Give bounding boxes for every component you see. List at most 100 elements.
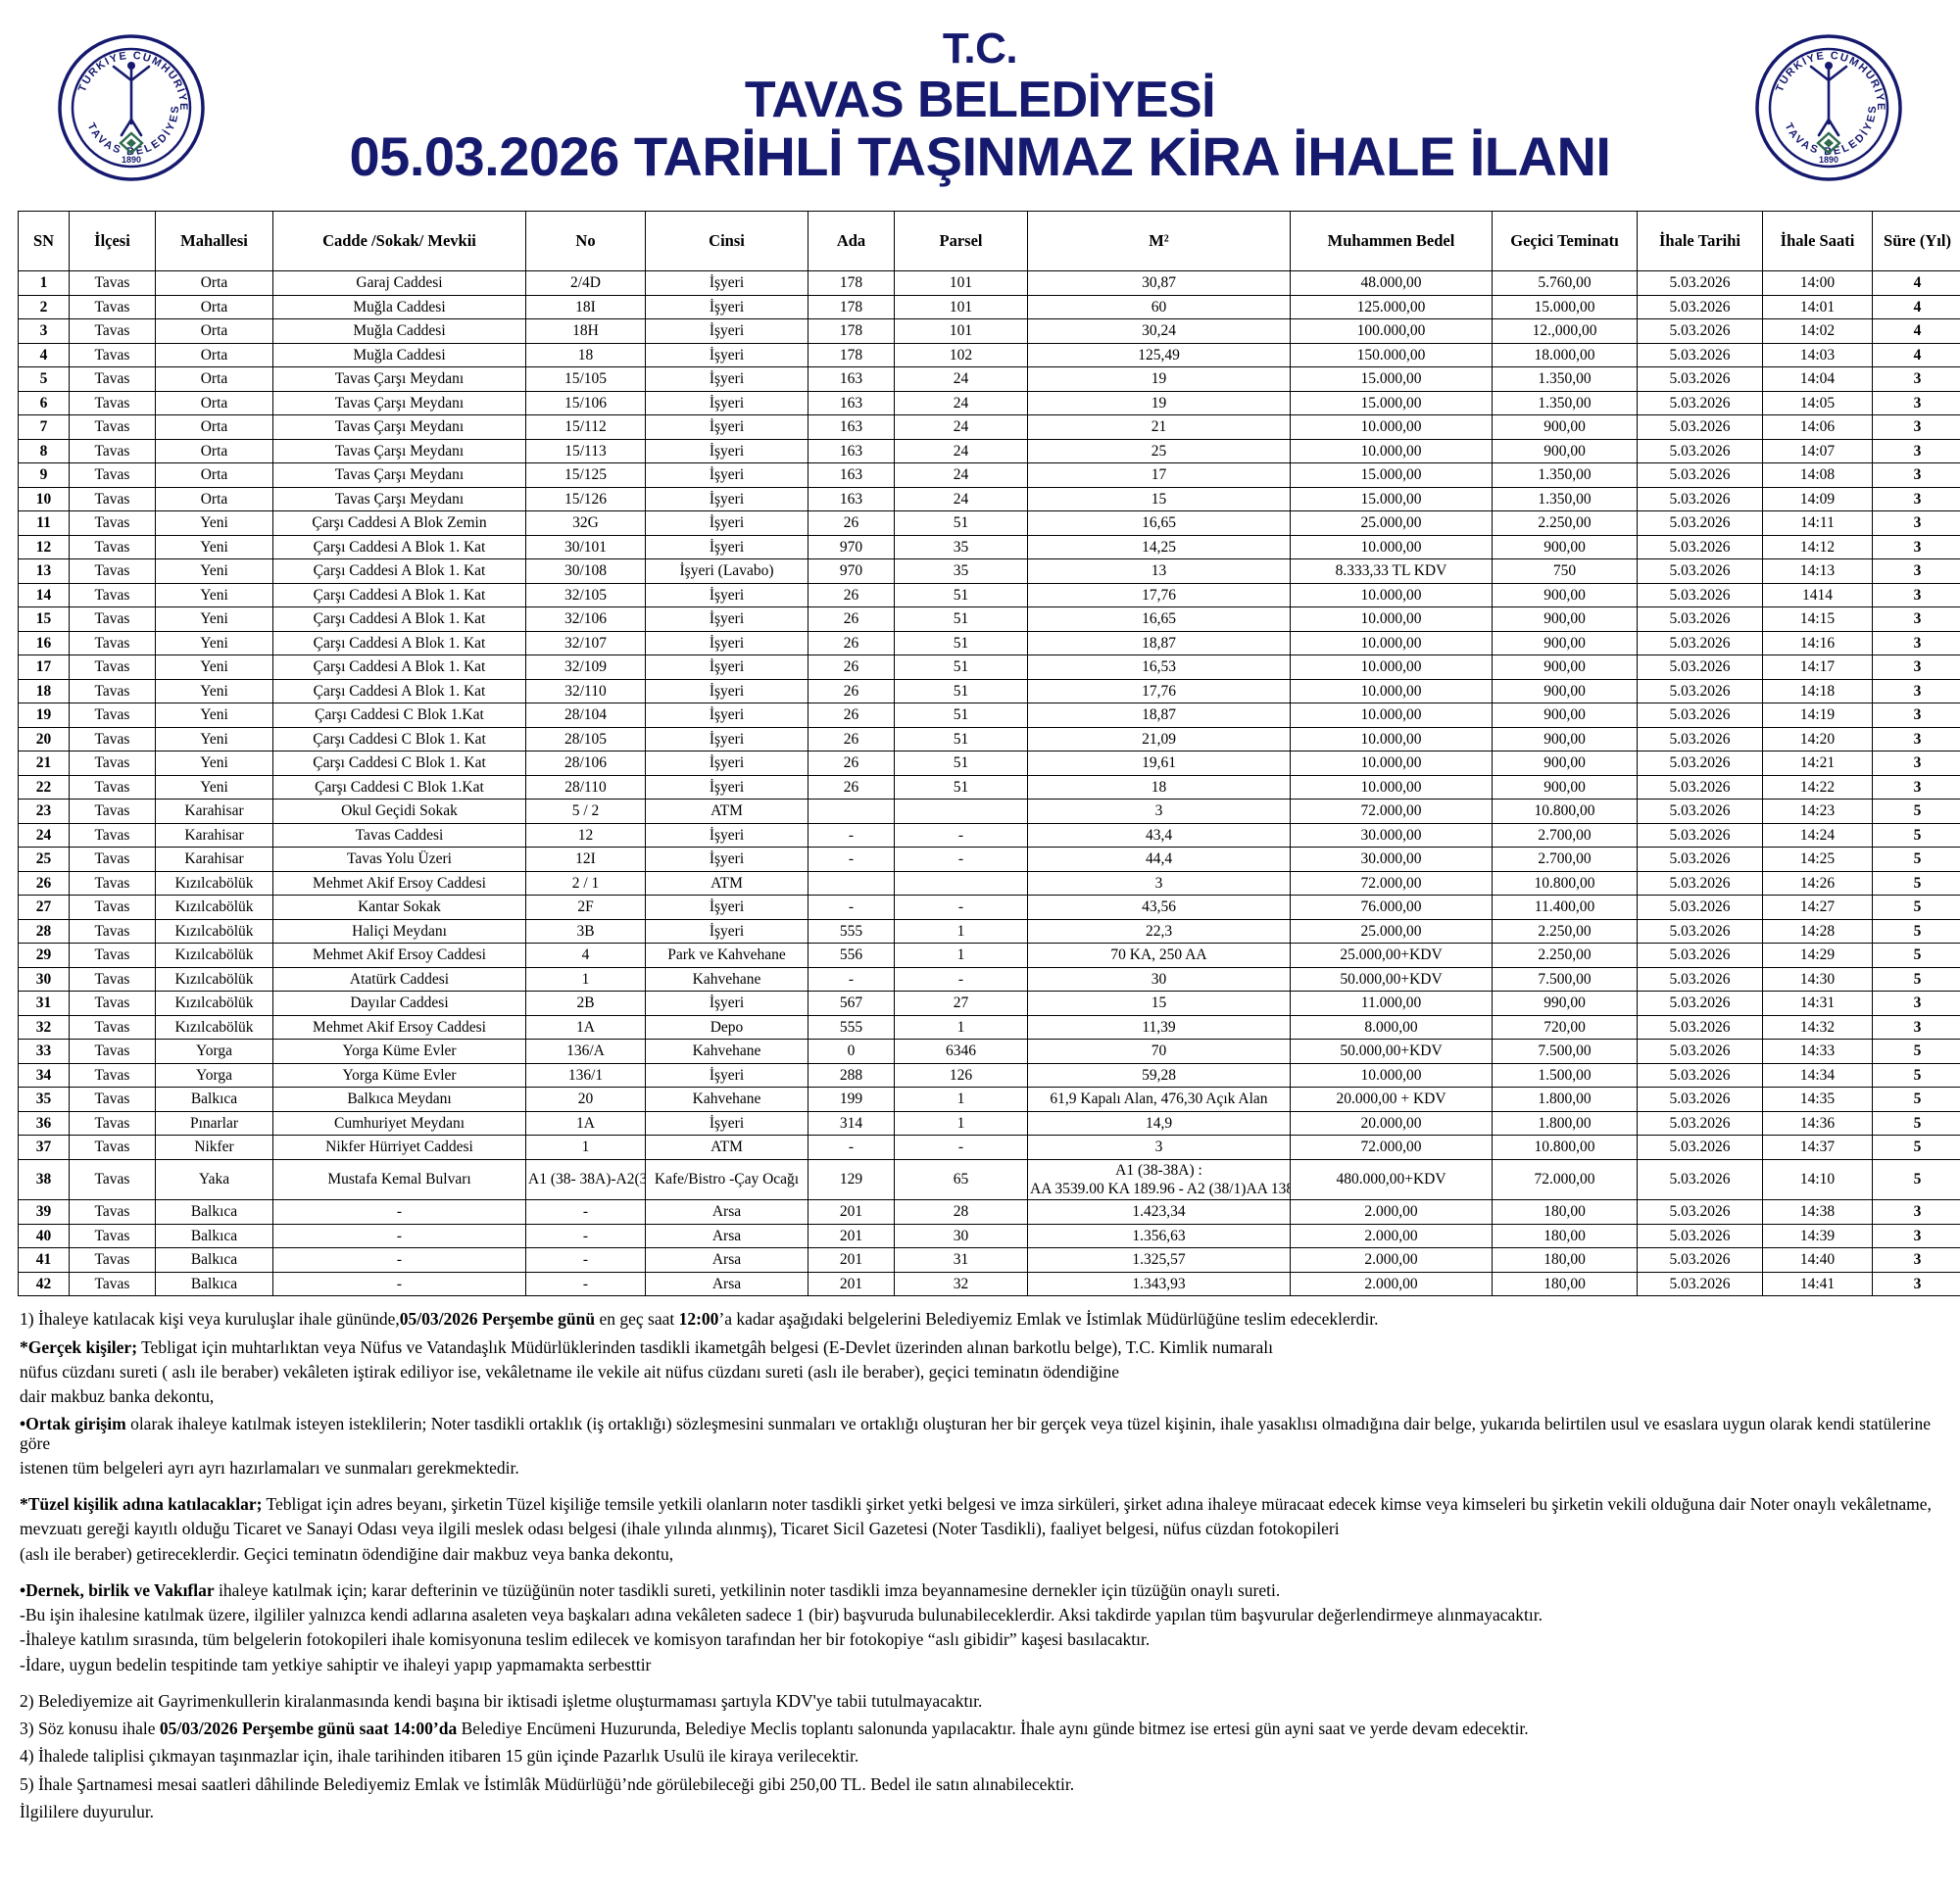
cell-mahallesi: Orta [155,462,273,488]
table-row[interactable]: 2 Tavas Orta Muğla Caddesi 18I İşyeri 178 101 60… [18,294,1960,319]
table-row[interactable]: 23 Tavas Karahisar Okul Geçidi Sokak 5 / 2 AT… [18,799,1960,824]
cell-cadde-sokak-mevkii: Tavas Çarşı Meydanı [272,486,526,511]
table-row[interactable]: 41 Tavas Balkıca - - Arsa 201 31 1.325,57 2.000,0… [18,1247,1960,1273]
cell-ge-ici-teminat: 18.000,00 [1492,342,1638,367]
cell-cinsi: ATM [645,1135,808,1160]
cell-cinsi: Kahvehane [645,1087,808,1112]
table-row[interactable]: 9 Tavas Orta Tavas Çarşı Meydanı 15/125 İşyer… [18,462,1960,488]
table-row[interactable]: 1 Tavas Orta Garaj Caddesi 2/4D İşyeri 178 101 3… [18,270,1960,296]
table-row[interactable]: 18 Tavas Yeni Çarşı Caddesi A Blok 1. Kat 32… [18,678,1960,703]
note-3-part-a: 3) Söz konusu ihale [20,1719,160,1738]
cell-i-hale-tarihi: 5.03.2026 [1637,486,1763,511]
cell-i-l-esi: Tavas [69,462,156,488]
cell-parsel: 24 [894,438,1028,463]
note-real-persons-line3: dair makbuz banka dekontu, [20,1386,215,1406]
table-row[interactable]: 36 Tavas Pınarlar Cumhuriyet Meydanı 1A İşyer… [18,1110,1960,1136]
table-row[interactable]: 3 Tavas Orta Muğla Caddesi 18H İşyeri 178 101 30… [18,318,1960,344]
cell-no: 20 [525,1087,646,1112]
cell-ge-ici-teminat: 900,00 [1492,534,1638,559]
cell-i-l-esi: Tavas [69,655,156,680]
table-row[interactable]: 33 Tavas Yorga Yorga Küme Evler 136/A Kahveha… [18,1039,1960,1064]
cell-i-hale-saati: 14:32 [1762,1014,1873,1040]
cell-i-hale-tarihi: 5.03.2026 [1637,582,1763,607]
table-row[interactable]: 14 Tavas Yeni Çarşı Caddesi A Blok 1. Kat 32… [18,582,1960,607]
cell-ge-ici-teminat: 180,00 [1492,1199,1638,1225]
table-row[interactable]: 22 Tavas Yeni Çarşı Caddesi C Blok 1.Kat 28/… [18,774,1960,800]
table-row[interactable]: 31 Tavas Kızılcabölük Dayılar Caddesi 2B İşye… [18,991,1960,1016]
cell-mahallesi: Yorga [155,1039,273,1064]
cell-cinsi: İşyeri [645,534,808,559]
cell-cadde-sokak-mevkii: Çarşı Caddesi A Blok Zemin [272,510,526,536]
cell-mahallesi: Kızılcabölük [155,870,273,896]
table-row[interactable]: 8 Tavas Orta Tavas Çarşı Meydanı 15/113 İşyer… [18,438,1960,463]
svg-text:1890: 1890 [122,155,141,165]
table-row[interactable]: 29 Tavas Kızılcabölük Mehmet Akif Ersoy Cad… [18,943,1960,968]
table-row[interactable]: 37 Tavas Nikfer Nikfer Hürriyet Caddesi 1 ATM… [18,1135,1960,1160]
cell-ada: 26 [808,582,895,607]
cell-i-hale-saati: 14:10 [1762,1158,1873,1201]
table-row[interactable]: 4 Tavas Orta Muğla Caddesi 18 İşyeri 178 102 125… [18,342,1960,367]
cell-i-hale-saati: 14:17 [1762,655,1873,680]
cell-muhammen-bedel: 10.000,00 [1290,751,1493,776]
table-row[interactable]: 25 Tavas Karahisar Tavas Yolu Üzeri 12I İşyer… [18,847,1960,872]
cell-i-hale-saati: 14:02 [1762,318,1873,344]
table-row[interactable]: 21 Tavas Yeni Çarşı Caddesi C Blok 1. Kat 28… [18,751,1960,776]
table-row[interactable]: 13 Tavas Yeni Çarşı Caddesi A Blok 1. Kat 30… [18,558,1960,584]
table-row[interactable]: 35 Tavas Balkıca Balkıca Meydanı 20 Kahvehane… [18,1087,1960,1112]
cell-ge-ici-teminat: 900,00 [1492,774,1638,800]
cell-i-l-esi: Tavas [69,774,156,800]
column-header-10: Geçici Teminatı [1492,211,1638,271]
table-row[interactable]: 26 Tavas Kızılcabölük Mehmet Akif Ersoy Cad… [18,870,1960,896]
cell-ada: 26 [808,510,895,536]
table-row[interactable]: 10 Tavas Orta Tavas Çarşı Meydanı 15/126 İşye… [18,486,1960,511]
cell-mahallesi: Kızılcabölük [155,943,273,968]
table-row[interactable]: 12 Tavas Yeni Çarşı Caddesi A Blok 1. Kat 30… [18,534,1960,559]
table-row[interactable]: 38 Tavas Yaka Mustafa Kemal Bulvarı A1 (38- … [18,1158,1960,1201]
cell-muhammen-bedel: 150.000,00 [1290,342,1493,367]
cell-cinsi: İşyeri [645,606,808,632]
cell-m: 3 [1027,1135,1291,1160]
cell-sn: 25 [18,847,70,872]
table-row[interactable]: 20 Tavas Yeni Çarşı Caddesi C Blok 1. Kat 28… [18,726,1960,752]
table-row[interactable]: 16 Tavas Yeni Çarşı Caddesi A Blok 1. Kat 32… [18,630,1960,655]
note-1-date: 05/03/2026 Perşembe günü [399,1309,596,1330]
note-3-part-c: Belediye Encümeni Huzurunda, Belediye Me… [457,1719,1529,1738]
table-row[interactable]: 27 Tavas Kızılcabölük Kantar Sokak 2F İşyeri -… [18,895,1960,920]
cell-ge-ici-teminat: 12.,000,00 [1492,318,1638,344]
table-row[interactable]: 24 Tavas Karahisar Tavas Caddesi 12 İşyeri - -4… [18,822,1960,848]
cell-ge-ici-teminat: 900,00 [1492,414,1638,440]
table-row[interactable]: 40 Tavas Balkıca - - Arsa 201 30 1.356,63 2.000,0… [18,1223,1960,1249]
cell-s-re-y-l: 3 [1872,655,1960,680]
cell-i-hale-saati: 14:25 [1762,847,1873,872]
table-row[interactable]: 5 Tavas Orta Tavas Çarşı Meydanı 15/105 İşyer… [18,366,1960,392]
table-row[interactable]: 28 Tavas Kızılcabölük Haliçi Meydanı 3B İşyer… [18,918,1960,944]
cell-m: 25 [1027,438,1291,463]
column-header-5: Cinsi [645,211,808,271]
cell-no: 12 [525,822,646,848]
listings-table: SN İlçesi Mahallesi Cadde /Sokak/ Mevkii No C… [18,211,1960,1297]
table-row[interactable]: 7 Tavas Orta Tavas Çarşı Meydanı 15/112 İşyer… [18,414,1960,440]
table-row[interactable]: 6 Tavas Orta Tavas Çarşı Meydanı 15/106 İşyer… [18,390,1960,415]
table-row[interactable]: 15 Tavas Yeni Çarşı Caddesi A Blok 1. Kat 32… [18,606,1960,632]
table-row[interactable]: 11 Tavas Yeni Çarşı Caddesi A Blok Zemin 32G… [18,510,1960,536]
table-row[interactable]: 19 Tavas Yeni Çarşı Caddesi C Blok 1.Kat 28/… [18,703,1960,728]
table-row[interactable]: 39 Tavas Balkıca - - Arsa 201 28 1.423,34 2.000,0… [18,1199,1960,1225]
cell-m: 11,39 [1027,1014,1291,1040]
cell-mahallesi: Kızılcabölük [155,1014,273,1040]
table-row[interactable]: 30 Tavas Kızılcabölük Atatürk Caddesi 1 Kahve… [18,966,1960,992]
cell-parsel: 51 [894,751,1028,776]
cell-parsel: 1 [894,1110,1028,1136]
cell-parsel: 32 [894,1271,1028,1297]
cell-i-l-esi: Tavas [69,606,156,632]
cell-parsel: - [894,822,1028,848]
table-row[interactable]: 42 Tavas Balkıca - - Arsa 201 32 1.343,93 2.000,0… [18,1271,1960,1297]
table-row[interactable]: 34 Tavas Yorga Yorga Küme Evler 136/1 İşyeri 2… [18,1062,1960,1088]
cell-sn: 29 [18,943,70,968]
cell-i-hale-tarihi: 5.03.2026 [1637,462,1763,488]
table-row[interactable]: 17 Tavas Yeni Çarşı Caddesi A Blok 1. Kat 32… [18,655,1960,680]
cell-muhammen-bedel: 10.000,00 [1290,726,1493,752]
cell-s-re-y-l: 5 [1872,1039,1960,1064]
cell-muhammen-bedel: 15.000,00 [1290,462,1493,488]
table-row[interactable]: 32 Tavas Kızılcabölük Mehmet Akif Ersoy Cad… [18,1014,1960,1040]
cell-mahallesi: Balkıca [155,1199,273,1225]
